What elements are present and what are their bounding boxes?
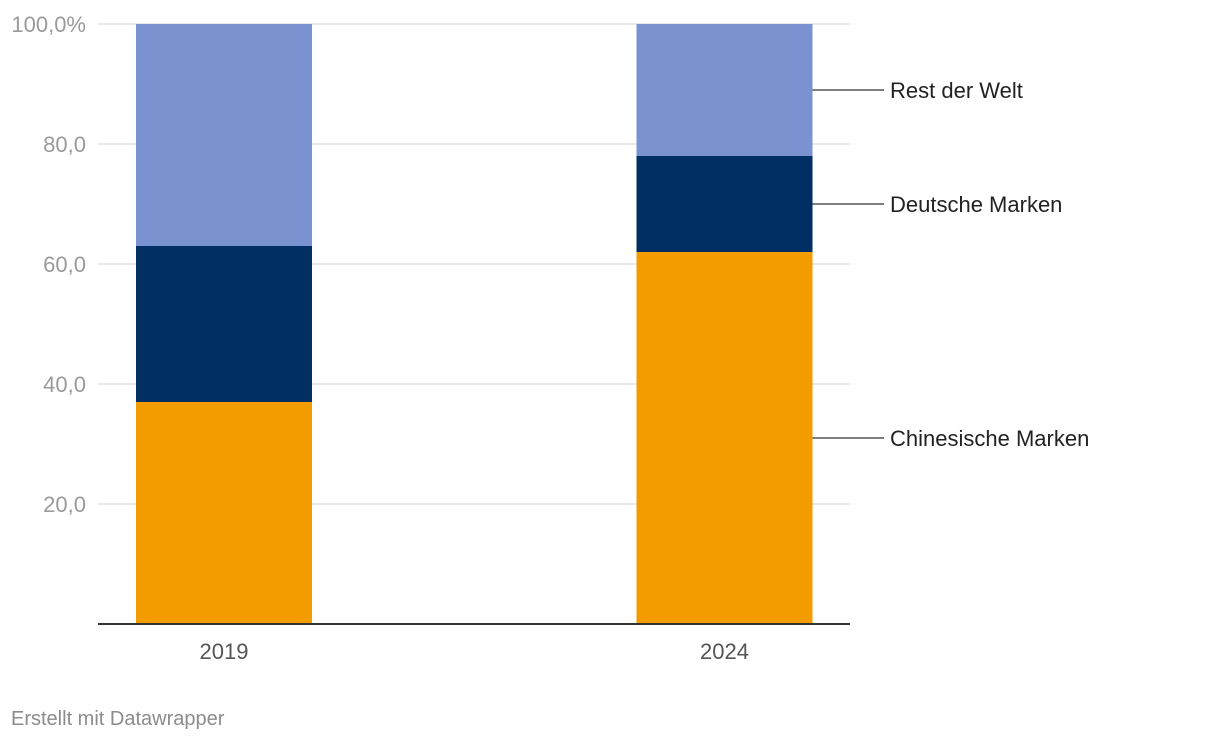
- x-tick-label: 2019: [200, 639, 249, 664]
- y-tick-label: 100,0%: [11, 12, 86, 37]
- credit-text: Erstellt mit Datawrapper: [11, 708, 225, 730]
- series-label: Chinesische Marken: [890, 426, 1089, 451]
- stacked-bar-chart: 20,0 40,0 60,0 80,0 100,0% 2019 2024 Chinesis…: [11, 12, 1089, 664]
- bar-segment: [136, 246, 312, 402]
- x-axis: 2019 2024: [200, 639, 749, 664]
- series-label: Deutsche Marken: [890, 192, 1062, 217]
- bar-segment: [136, 24, 312, 246]
- y-axis: 20,0 40,0 60,0 80,0 100,0%: [11, 12, 86, 517]
- y-tick-label: 80,0: [43, 132, 86, 157]
- bar-segment: [636, 252, 813, 624]
- series-labels: Chinesische Marken Deutsche Marken Rest de…: [812, 78, 1089, 451]
- x-tick-label: 2024: [700, 639, 749, 664]
- bars: [136, 24, 813, 624]
- bar-segment: [136, 402, 312, 624]
- y-tick-label: 60,0: [43, 252, 86, 277]
- y-tick-label: 40,0: [43, 372, 86, 397]
- y-tick-label: 20,0: [43, 492, 86, 517]
- bar-segment: [636, 156, 813, 252]
- series-label: Rest der Welt: [890, 78, 1023, 103]
- bar-segment: [636, 24, 813, 156]
